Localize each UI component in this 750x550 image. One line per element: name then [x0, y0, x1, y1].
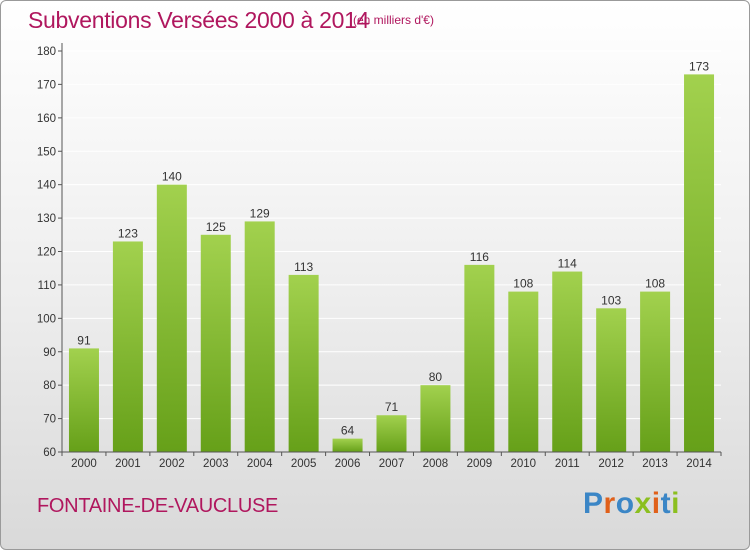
bar-value-label: 103	[601, 293, 621, 307]
x-tick-label: 2012	[598, 458, 624, 470]
bar-2007	[376, 415, 407, 452]
logo-letter: P	[583, 487, 604, 520]
x-tick-label: 2000	[71, 458, 97, 470]
x-tick-label: 2008	[423, 458, 449, 470]
y-tick-label: 130	[37, 213, 56, 225]
bar-value-label: 108	[645, 277, 665, 291]
y-tick-label: 150	[37, 146, 56, 158]
proxiti-logo: Proxiti	[583, 487, 680, 521]
y-tick-label: 120	[37, 247, 56, 259]
chart-unit-note: (en milliers d'€)	[353, 13, 434, 27]
bar-value-label: 113	[294, 260, 313, 274]
x-tick-label: 2007	[379, 458, 405, 470]
bar-2013	[640, 291, 671, 452]
bar-value-label: 80	[429, 370, 443, 384]
logo-letter: i	[671, 487, 680, 520]
logo-letter: o	[615, 487, 635, 520]
bar-2014	[684, 74, 715, 453]
bar-value-label: 64	[341, 424, 355, 438]
x-tick-label: 2011	[555, 458, 580, 470]
bar-2012	[596, 308, 627, 452]
bar-2002	[156, 184, 187, 452]
bar-2008	[420, 385, 451, 452]
bar-2003	[200, 234, 231, 452]
y-tick-label: 140	[37, 180, 56, 192]
bar-value-label: 116	[470, 250, 489, 264]
bar-2010	[508, 291, 539, 452]
bar-2001	[112, 241, 143, 452]
x-tick-label: 2010	[511, 458, 537, 470]
bar-value-label: 114	[558, 257, 577, 271]
bar-value-label: 123	[118, 226, 138, 240]
x-tick-label: 2004	[247, 458, 273, 470]
logo-letter: t	[660, 487, 672, 520]
bar-value-label: 140	[162, 170, 182, 184]
x-tick-label: 2005	[291, 458, 317, 470]
y-tick-label: 90	[43, 347, 56, 359]
bar-2011	[552, 271, 583, 452]
y-tick-label: 170	[37, 79, 56, 91]
bar-value-label: 125	[206, 220, 226, 234]
chart-title: Subventions Versées 2000 à 2014	[28, 7, 370, 33]
x-tick-label: 2001	[115, 458, 141, 470]
x-tick-label: 2013	[642, 458, 668, 470]
y-tick-label: 160	[37, 113, 56, 125]
y-tick-label: 100	[37, 313, 56, 325]
bar-value-label: 108	[513, 277, 533, 291]
bar-value-label: 71	[385, 400, 399, 414]
logo-letter: i	[651, 487, 661, 520]
y-tick-label: 70	[43, 414, 56, 426]
bar-2009	[464, 264, 495, 452]
bar-2004	[244, 221, 275, 452]
bar-2005	[288, 274, 319, 452]
logo-letter: x	[634, 487, 652, 520]
axes: 60 70 80 90 100 110 120 130 140 150 160 170 180 2000 2…	[37, 43, 722, 470]
y-tick-label: 180	[37, 46, 56, 58]
commune-name: FONTAINE-DE-VAUCLUSE	[37, 495, 279, 517]
x-tick-label: 2014	[686, 458, 712, 470]
y-tick-label: 80	[43, 380, 56, 392]
bar-value-label: 91	[77, 333, 91, 347]
x-tick-label: 2002	[159, 458, 185, 470]
bar-value-label: 129	[250, 206, 270, 220]
bar-2006	[332, 438, 363, 452]
bars: 91 123 140 125 129 113 64 71 80 116 108 114 103 108 17…	[68, 59, 715, 453]
bar-2000	[68, 348, 99, 452]
x-tick-label: 2006	[335, 458, 361, 470]
y-tick-label: 110	[38, 280, 56, 292]
x-tick-label: 2009	[467, 458, 493, 470]
y-tick-label: 60	[43, 447, 56, 459]
logo-letter: r	[603, 487, 616, 520]
bar-value-label: 173	[689, 59, 709, 73]
x-tick-label: 2003	[203, 458, 229, 470]
